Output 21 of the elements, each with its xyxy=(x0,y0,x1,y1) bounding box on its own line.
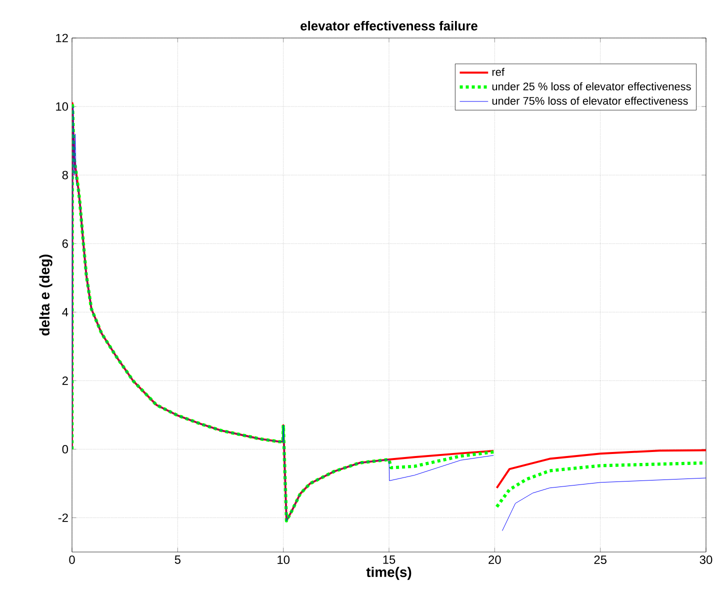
x-tick-label: 5 xyxy=(174,556,180,564)
y-tick-label: 2 xyxy=(62,376,68,385)
chart-title: elevator effectiveness failure xyxy=(300,20,478,30)
x-tick-label: 20 xyxy=(488,556,501,564)
y-tick-label: 0 xyxy=(62,444,68,454)
y-tick-label: 6 xyxy=(62,239,68,248)
y-tick-label: 12 xyxy=(56,34,68,42)
legend-label: under 25 % loss of elevator effectiveness xyxy=(492,82,691,90)
x-tick-label: 30 xyxy=(700,556,712,564)
y-tick-label: 10 xyxy=(56,102,68,111)
x-tick-label: 10 xyxy=(278,556,290,564)
x-axis-title: time(s) xyxy=(366,566,412,580)
legend-label: under 75% loss of elevator effectiveness xyxy=(492,96,688,105)
y-tick-label: -2 xyxy=(58,514,68,522)
x-tick-label: 25 xyxy=(594,556,606,564)
y-axis-title: delta e (deg) xyxy=(39,254,52,336)
y-tick-label: 4 xyxy=(62,308,68,316)
legend-label: ref xyxy=(492,68,505,76)
x-tick-label: 0 xyxy=(69,556,75,564)
x-tick-label: 15 xyxy=(383,556,396,564)
y-tick-label: 8 xyxy=(62,170,68,180)
